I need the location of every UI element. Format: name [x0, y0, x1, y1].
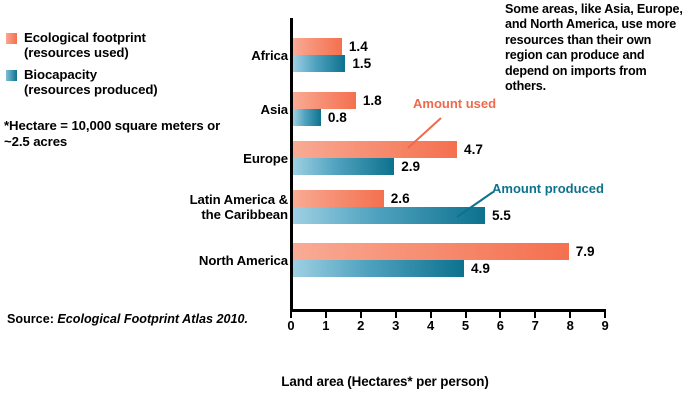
x-axis-tick	[499, 312, 502, 318]
x-axis-tick-label: 6	[496, 318, 505, 333]
source-prefix: Source:	[7, 312, 58, 326]
legend: Ecological footprint (resources used) Bi…	[6, 30, 221, 104]
x-axis-title: Land area (Hectares* per person)	[0, 374, 692, 389]
bar-produced	[293, 260, 464, 277]
callout-leader-line-used	[407, 117, 442, 149]
hectare-footnote: *Hectare = 10,000 square meters or ~2.5 …	[4, 118, 221, 149]
bar-produced	[293, 55, 346, 72]
x-axis-tick-label: 4	[426, 318, 435, 333]
bar-produced	[293, 158, 395, 175]
source-title: Ecological Footprint Atlas 2010.	[57, 312, 248, 326]
bar-value-label: 7.9	[575, 244, 595, 259]
x-axis-title-text: Land area (Hectares* per person)	[281, 374, 489, 389]
legend-label-used: Ecological footprint (resources used)	[24, 30, 146, 60]
category-label: Asia	[260, 101, 289, 117]
x-axis-tick-label: 1	[322, 318, 330, 333]
bar-used	[293, 92, 356, 109]
bar-used	[293, 190, 384, 207]
x-axis-tick	[464, 312, 467, 318]
bar-value-label: 4.9	[471, 261, 490, 276]
bar-used	[293, 141, 458, 158]
explanatory-note: Some areas, like Asia, Europe, and North…	[505, 2, 683, 94]
x-axis-tick	[324, 312, 327, 318]
legend-swatch-icon-produced	[6, 70, 17, 81]
callout-amount-used: Amount used	[413, 96, 497, 111]
x-axis-tick	[359, 312, 362, 318]
y-axis-line	[290, 18, 293, 312]
bar-used	[293, 38, 342, 55]
x-axis-line	[290, 309, 606, 312]
bar-value-label: 5.5	[491, 208, 511, 223]
bar-value-label: 4.7	[464, 142, 483, 157]
x-axis-tick	[569, 312, 572, 318]
legend-label-used-sub: (resources used)	[24, 45, 129, 60]
x-axis-tick	[604, 312, 607, 318]
category-label: Africa	[251, 47, 288, 63]
category-label: Europe	[243, 150, 288, 166]
legend-label-used-main: Ecological footprint	[24, 30, 146, 45]
x-axis-tick	[290, 312, 292, 318]
x-axis-tick-label: 5	[461, 318, 470, 333]
bar-value-label: 2.9	[401, 159, 421, 174]
callout-amount-produced: Amount produced	[492, 181, 604, 196]
x-axis-tick-label: 8	[566, 318, 574, 333]
source-line: Source: Ecological Footprint Atlas 2010.	[7, 312, 248, 326]
bar-produced	[293, 109, 321, 126]
bar-value-label: 1.4	[348, 39, 368, 54]
category-label: Latin America & the Caribbean	[189, 192, 289, 222]
x-axis-tick	[534, 312, 537, 318]
x-axis-tick-label: 9	[601, 318, 609, 333]
bar-value-label: 1.8	[362, 93, 382, 108]
x-axis-tick-label: 7	[531, 318, 539, 333]
x-axis-tick-label: 0	[287, 318, 295, 333]
x-axis-tick-label: 2	[357, 318, 365, 333]
bar-value-label: 2.6	[390, 191, 410, 206]
callout-leader-line-produced	[456, 191, 494, 218]
category-label: North America	[198, 252, 288, 268]
legend-swatch-icon-used	[6, 33, 17, 44]
bar-value-label: 1.5	[352, 56, 372, 71]
legend-item-ecological-footprint: Ecological footprint (resources used)	[6, 30, 221, 60]
x-axis-tick-label: 3	[392, 318, 400, 333]
bar-produced	[293, 207, 485, 224]
x-axis-tick	[394, 312, 397, 318]
bar-used	[293, 243, 569, 260]
legend-item-biocapacity: Biocapacity (resources produced)	[6, 67, 221, 97]
x-axis-tick	[429, 312, 432, 318]
legend-label-produced-main: Biocapacity	[24, 67, 97, 82]
legend-label-produced-sub: (resources produced)	[24, 82, 158, 97]
legend-label-produced: Biocapacity (resources produced)	[24, 67, 158, 97]
bar-value-label: 0.8	[327, 110, 347, 125]
